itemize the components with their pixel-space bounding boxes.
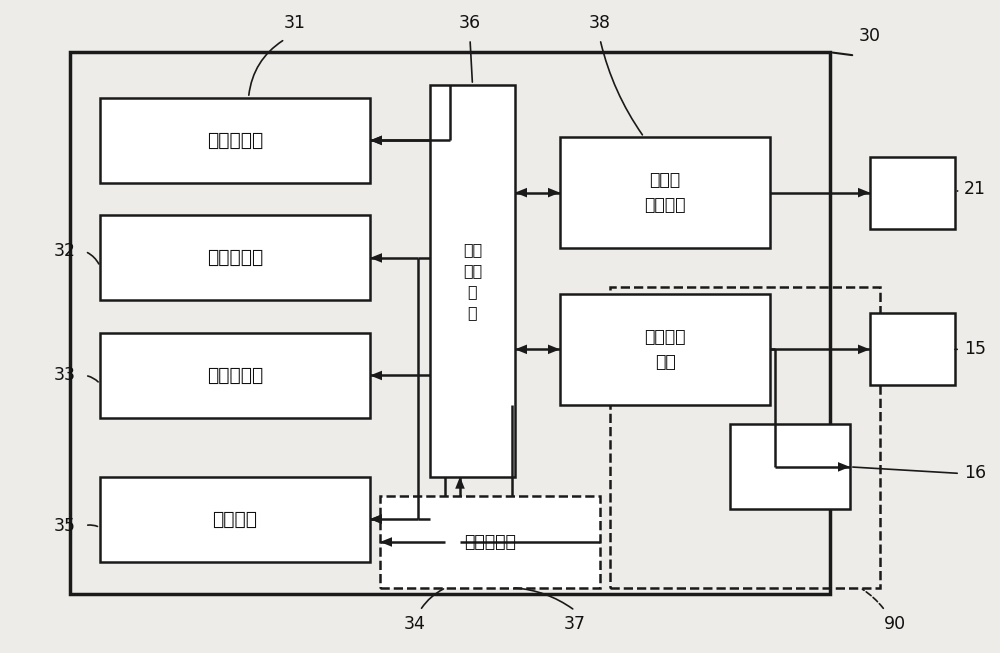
Text: 拍摄控制部: 拍摄控制部 [464, 533, 516, 551]
Polygon shape [515, 345, 527, 354]
Polygon shape [548, 345, 560, 354]
Polygon shape [455, 477, 465, 488]
Bar [380, 496, 600, 588]
Polygon shape [548, 188, 560, 197]
Polygon shape [370, 136, 382, 145]
Polygon shape [515, 188, 527, 197]
Text: 30: 30 [859, 27, 881, 45]
Text: 16: 16 [964, 464, 986, 483]
Text: 33: 33 [54, 366, 76, 385]
Polygon shape [858, 345, 870, 354]
Text: 拍摄控制
电路: 拍摄控制 电路 [644, 328, 686, 371]
Text: 90: 90 [884, 614, 906, 633]
Polygon shape [370, 253, 382, 263]
Polygon shape [858, 188, 870, 197]
Bar [100, 98, 370, 183]
Polygon shape [370, 371, 382, 380]
Bar [870, 157, 955, 229]
Text: 存储装置: 存储装置 [213, 509, 258, 529]
Text: 输入
输出
接
口: 输入 输出 接 口 [463, 242, 482, 320]
Bar [100, 477, 370, 562]
Bar [610, 287, 880, 588]
Bar [870, 313, 955, 385]
Text: 35: 35 [54, 517, 76, 535]
Bar [430, 85, 515, 477]
Text: 显示控制部: 显示控制部 [207, 366, 263, 385]
Text: 安装控制部: 安装控制部 [207, 131, 263, 150]
Polygon shape [838, 462, 850, 471]
Text: 21: 21 [964, 180, 986, 199]
Polygon shape [370, 136, 382, 145]
Bar [100, 333, 370, 418]
Text: 34: 34 [404, 614, 426, 633]
Bar [560, 137, 770, 248]
Text: 15: 15 [964, 340, 986, 358]
Text: 32: 32 [54, 242, 76, 261]
Polygon shape [370, 515, 382, 524]
Bar [70, 52, 830, 594]
Text: 37: 37 [564, 614, 586, 633]
Text: 38: 38 [589, 14, 611, 32]
Bar [560, 294, 770, 405]
Text: 31: 31 [284, 14, 306, 32]
Bar [730, 424, 850, 509]
Bar [100, 215, 370, 300]
Polygon shape [380, 537, 392, 547]
Text: 36: 36 [459, 14, 481, 32]
Text: 图像处理部: 图像处理部 [207, 248, 263, 268]
Text: 电动机
控制电路: 电动机 控制电路 [644, 171, 686, 214]
Polygon shape [370, 515, 382, 524]
